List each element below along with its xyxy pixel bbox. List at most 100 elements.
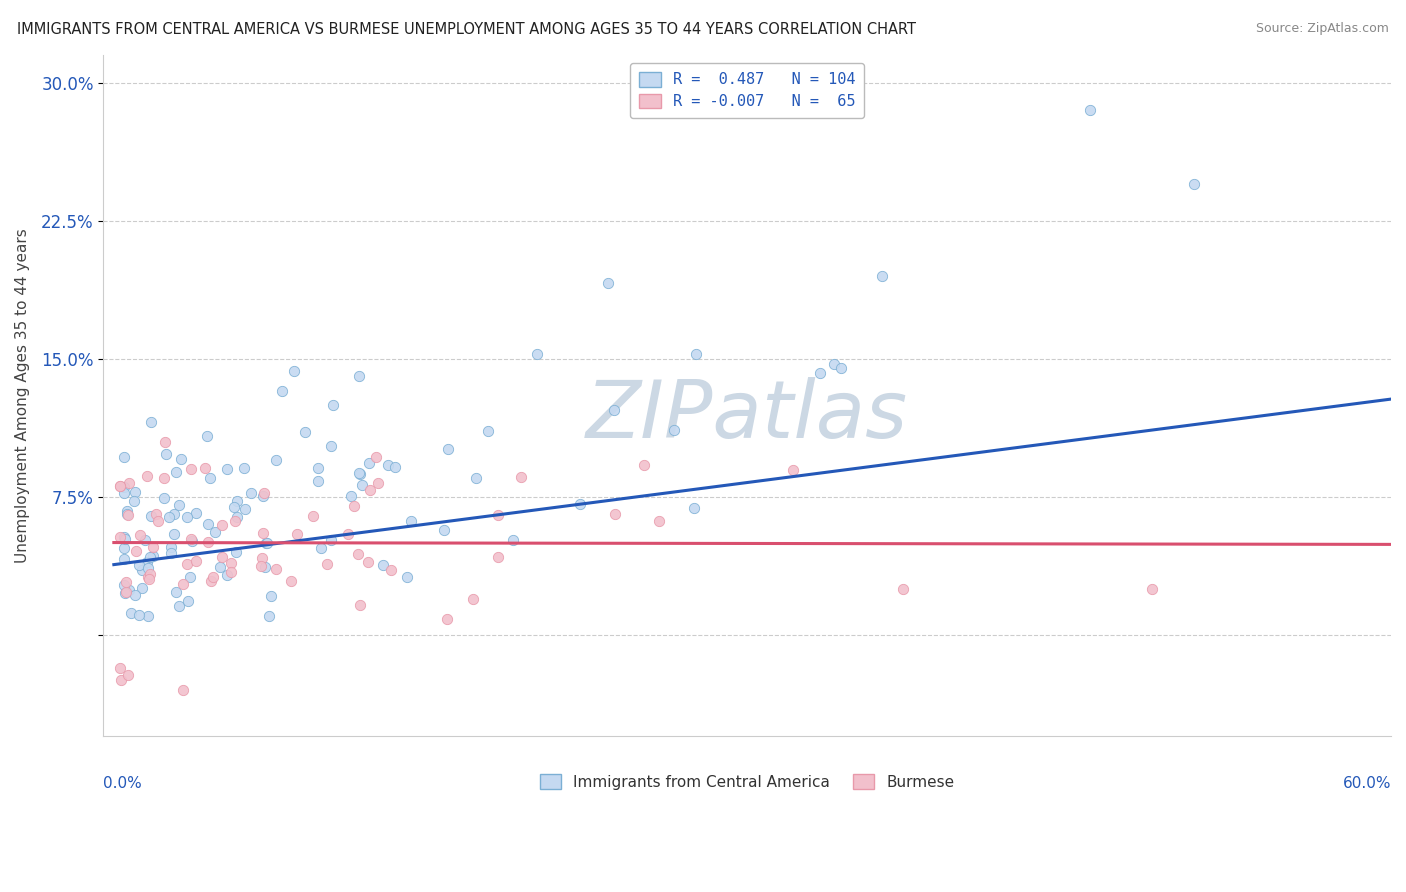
Point xyxy=(211,517,233,532)
Point xyxy=(142,540,165,554)
Point xyxy=(253,486,276,500)
Point xyxy=(461,592,484,607)
Point xyxy=(509,470,531,484)
Point xyxy=(131,563,153,577)
Point xyxy=(136,555,159,569)
Point xyxy=(128,558,150,573)
Point xyxy=(115,507,138,521)
Point xyxy=(322,398,344,412)
Point xyxy=(167,599,190,613)
Point xyxy=(138,573,160,587)
Point xyxy=(197,516,219,531)
Point xyxy=(252,525,274,540)
Point xyxy=(108,479,131,493)
Point xyxy=(165,466,187,480)
Point xyxy=(148,514,170,528)
Y-axis label: Unemployment Among Ages 35 to 44 years: Unemployment Among Ages 35 to 44 years xyxy=(15,228,30,563)
Point xyxy=(250,558,273,573)
Point xyxy=(224,514,246,528)
Point xyxy=(169,452,191,467)
Point xyxy=(139,566,162,581)
Point xyxy=(350,478,373,492)
Point xyxy=(142,549,165,564)
Point xyxy=(433,523,456,537)
Point xyxy=(200,470,222,484)
Point xyxy=(364,450,387,464)
Point xyxy=(891,582,914,596)
Point xyxy=(870,268,893,283)
Point xyxy=(1078,103,1101,118)
Point xyxy=(662,423,685,437)
Point xyxy=(112,541,135,555)
Point xyxy=(349,598,371,612)
Point xyxy=(830,360,852,375)
Point xyxy=(280,574,302,588)
Point xyxy=(486,550,509,565)
Point xyxy=(319,533,342,547)
Point xyxy=(125,543,148,558)
Point xyxy=(683,501,706,516)
Point xyxy=(124,588,146,602)
Point xyxy=(179,570,201,584)
Point xyxy=(160,546,183,560)
Legend: Immigrants from Central America, Burmese: Immigrants from Central America, Burmese xyxy=(533,768,960,796)
Point xyxy=(110,673,132,688)
Point xyxy=(477,425,499,439)
Point xyxy=(239,486,262,500)
Point xyxy=(208,560,231,574)
Point xyxy=(180,462,202,476)
Point xyxy=(114,586,136,600)
Point xyxy=(128,608,150,623)
Point xyxy=(153,471,176,485)
Point xyxy=(605,507,627,521)
Point xyxy=(596,276,619,290)
Point xyxy=(131,582,153,596)
Point xyxy=(254,560,277,574)
Point xyxy=(321,439,343,453)
Point xyxy=(633,458,655,472)
Point xyxy=(114,574,136,589)
Point xyxy=(226,494,249,508)
Point xyxy=(465,471,488,485)
Point xyxy=(152,491,174,506)
Point xyxy=(782,462,804,476)
Point xyxy=(172,682,194,697)
Point xyxy=(139,508,162,523)
Point xyxy=(371,558,394,572)
Point xyxy=(153,434,176,449)
Point xyxy=(359,483,381,498)
Point xyxy=(340,489,363,503)
Point xyxy=(1140,582,1163,596)
Point xyxy=(356,556,378,570)
Point xyxy=(377,458,399,472)
Point xyxy=(260,589,283,603)
Point xyxy=(367,475,389,490)
Point xyxy=(117,508,139,523)
Point xyxy=(197,534,219,549)
Point xyxy=(285,526,308,541)
Point xyxy=(1182,177,1205,191)
Point xyxy=(685,347,707,361)
Point xyxy=(311,541,333,555)
Text: 60.0%: 60.0% xyxy=(1343,776,1391,791)
Point xyxy=(136,609,159,624)
Point xyxy=(307,474,329,488)
Point xyxy=(294,425,316,439)
Point xyxy=(349,467,371,482)
Point xyxy=(307,460,329,475)
Point xyxy=(160,540,183,554)
Point xyxy=(163,526,186,541)
Point xyxy=(117,668,139,682)
Point xyxy=(271,384,294,399)
Text: ZIPatlas: ZIPatlas xyxy=(586,376,908,455)
Point xyxy=(359,456,381,470)
Point xyxy=(134,533,156,547)
Point xyxy=(112,552,135,566)
Point xyxy=(526,347,548,361)
Point xyxy=(225,509,247,524)
Point xyxy=(254,535,277,549)
Point xyxy=(136,469,159,483)
Point xyxy=(219,566,242,580)
Point xyxy=(129,527,152,541)
Point xyxy=(176,557,198,571)
